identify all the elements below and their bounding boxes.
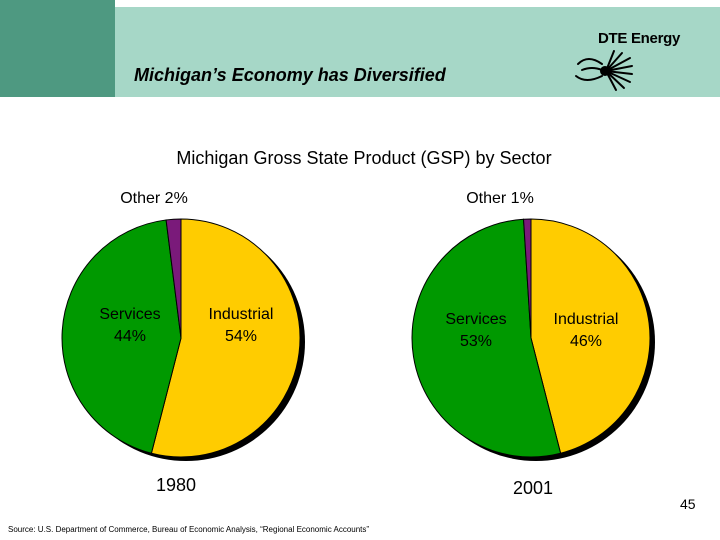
- label-2001-services-name: Services: [445, 311, 506, 328]
- page-number: 45: [680, 496, 696, 512]
- label-1980-other: Other 2%: [120, 190, 188, 207]
- pie-slice-2001-services: [411, 218, 562, 458]
- label-1980-services-value: 44%: [114, 328, 146, 345]
- pie-chart-1980: [61, 218, 305, 461]
- label-1980-industrial-name: Industrial: [209, 306, 274, 323]
- pie-slice-1980-industrial: [150, 218, 301, 458]
- pie-slice-1980-services: [61, 219, 182, 454]
- label-2001-other: Other 1%: [466, 190, 534, 207]
- pie-chart-2001: [411, 218, 655, 461]
- source-note: Source: U.S. Department of Commerce, Bur…: [8, 525, 370, 534]
- pie-slice-2001-industrial: [530, 218, 651, 454]
- page-title: Michigan’s Economy has Diversified: [134, 65, 446, 85]
- label-2001-industrial-value: 46%: [570, 333, 602, 350]
- label-year-2001: 2001: [513, 478, 553, 498]
- label-2001-services-value: 53%: [460, 333, 492, 350]
- chart-title: Michigan Gross State Product (GSP) by Se…: [176, 148, 552, 168]
- label-2001-industrial-name: Industrial: [554, 311, 619, 328]
- company-logo-text: DTE Energy: [598, 30, 681, 47]
- dte-logo-icon: [575, 50, 633, 91]
- header-accent-square: [0, 0, 115, 97]
- pie-slice-1980-other: [165, 218, 182, 339]
- label-1980-industrial-value: 54%: [225, 328, 257, 345]
- pie-slice-2001-other: [522, 218, 532, 339]
- label-1980-services-name: Services: [99, 306, 160, 323]
- label-year-1980: 1980: [156, 475, 196, 495]
- header-band: [115, 7, 720, 97]
